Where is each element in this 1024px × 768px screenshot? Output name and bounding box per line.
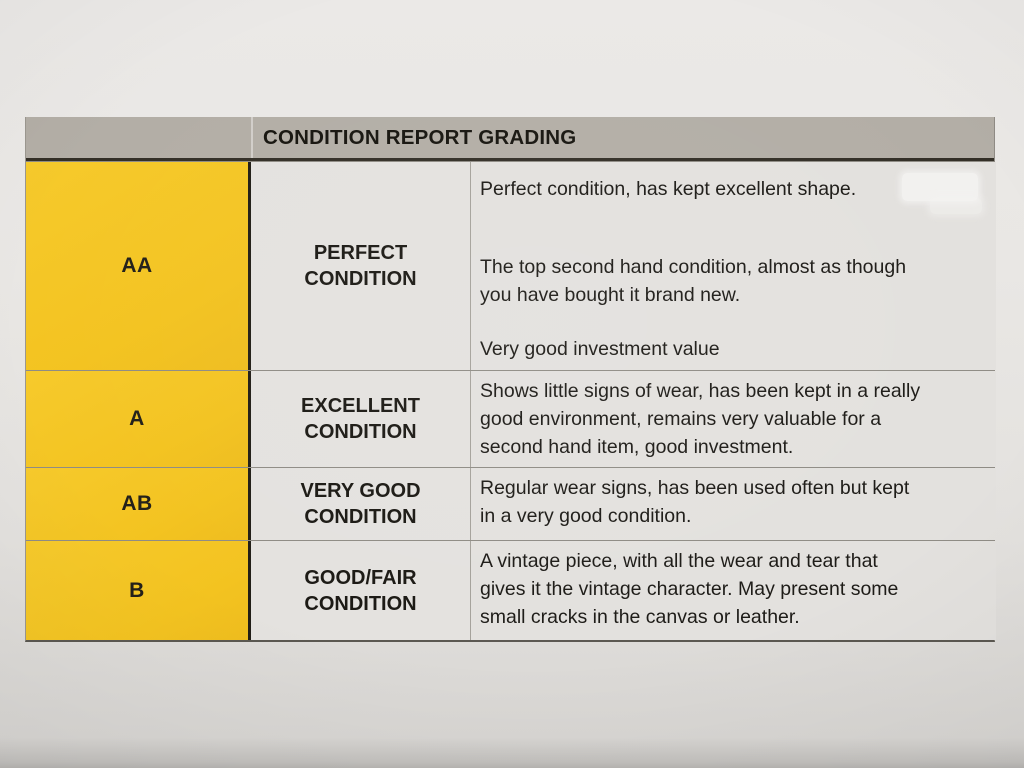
table-header-band: CONDITION REPORT GRADING xyxy=(26,117,994,161)
grade-code: B xyxy=(129,578,145,602)
description-cell: A vintage piece, with all the wear and t… xyxy=(471,541,996,640)
condition-label: PERFECT CONDITION xyxy=(304,242,417,290)
description-paragraph: Regular wear signs, has been used often … xyxy=(480,477,910,527)
table-row-aa: AA PERFECT CONDITION Perfect condition, … xyxy=(26,161,996,370)
grade-cell: AA xyxy=(26,162,251,370)
description-paragraph: The top second hand condition, almost as… xyxy=(480,256,907,306)
header-column-divider xyxy=(251,117,253,158)
grade-cell: AB xyxy=(26,468,251,540)
whiteout-patch xyxy=(930,198,982,214)
description-cell: Regular wear signs, has been used often … xyxy=(471,468,996,540)
grade-code: AA xyxy=(121,254,153,277)
condition-label-cell: GOOD/FAIR CONDITION xyxy=(251,541,471,640)
grade-code: AB xyxy=(121,492,153,515)
condition-label: GOOD/FAIR CONDITION xyxy=(304,566,417,615)
description-cell: Shows little signs of wear, has been kep… xyxy=(471,371,996,467)
description-paragraph: Shows little signs of wear, has been kep… xyxy=(480,380,921,458)
table-row-b: B GOOD/FAIR CONDITION A vintage piece, w… xyxy=(26,540,996,640)
table-row-a: A EXCELLENT CONDITION Shows little signs… xyxy=(26,370,996,467)
condition-grading-table: CONDITION REPORT GRADING AA PERFECT COND… xyxy=(25,117,996,642)
condition-label-cell: EXCELLENT CONDITION xyxy=(251,371,471,467)
table-row-ab: AB VERY GOOD CONDITION Regular wear sign… xyxy=(26,467,996,540)
condition-label-cell: VERY GOOD CONDITION xyxy=(251,468,471,540)
description-paragraph: Perfect condition, has kept excellent sh… xyxy=(480,178,857,200)
whiteout-patch xyxy=(902,173,978,201)
grade-cell: A xyxy=(26,371,251,467)
description-paragraph: A vintage piece, with all the wear and t… xyxy=(480,550,899,628)
grade-code: A xyxy=(129,407,145,430)
description-paragraph: Very good investment value xyxy=(480,338,720,360)
condition-label: VERY GOOD CONDITION xyxy=(300,480,421,528)
table-title: CONDITION REPORT GRADING xyxy=(263,125,577,149)
condition-label-cell: PERFECT CONDITION xyxy=(251,162,471,370)
condition-label: EXCELLENT CONDITION xyxy=(301,395,420,443)
grade-cell: B xyxy=(26,541,251,640)
